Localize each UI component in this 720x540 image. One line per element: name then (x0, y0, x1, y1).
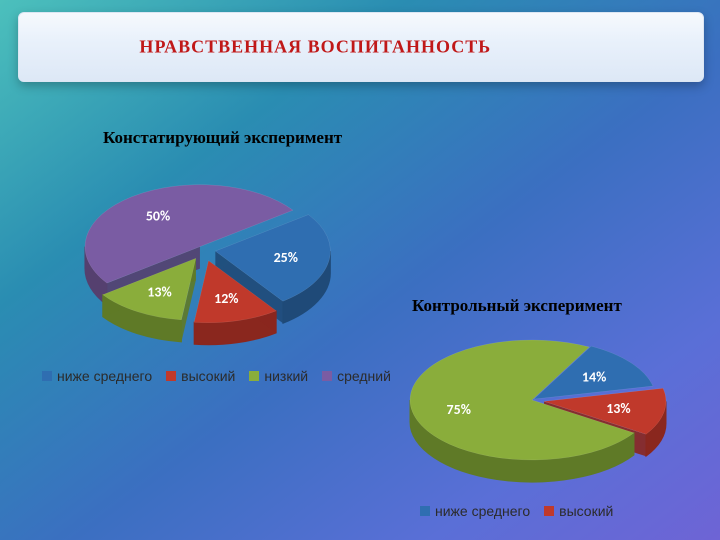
legend-label: ниже среднего (57, 368, 152, 384)
header-panel: НРАВСТВЕННАЯ ВОСПИТАННОСТЬ (18, 12, 704, 82)
slice-label: 75% (447, 401, 471, 418)
legend-swatch (249, 371, 259, 381)
chart1-title: Констатирующий эксперимент (103, 128, 342, 148)
slice-label: 13% (606, 400, 630, 417)
slice-label: 50% (146, 208, 170, 225)
legend-item: высокий (166, 368, 235, 384)
legend-swatch (420, 506, 430, 516)
legend-item: средний (322, 368, 391, 384)
legend-label: ниже среднего (435, 503, 530, 519)
slice-label: 25% (274, 249, 298, 266)
slice-label: 13% (147, 283, 171, 300)
legend-item: ниже среднего (42, 368, 152, 384)
legend-swatch (166, 371, 176, 381)
legend-label: высокий (181, 368, 235, 384)
legend-label: высокий (559, 503, 613, 519)
chart2-legend: ниже среднего высокий (420, 503, 613, 519)
legend-label: средний (337, 368, 391, 384)
legend-item: высокий (544, 503, 613, 519)
legend-item: низкий (249, 368, 308, 384)
legend-swatch (544, 506, 554, 516)
chart2-title: Контрольный эксперимент (412, 296, 622, 316)
slide-stage: НРАВСТВЕННАЯ ВОСПИТАННОСТЬ Констатирующи… (0, 0, 720, 540)
legend-swatch (42, 371, 52, 381)
legend-item: ниже среднего (420, 503, 530, 519)
page-title: НРАВСТВЕННАЯ ВОСПИТАННОСТЬ (139, 37, 491, 58)
legend-label: низкий (264, 368, 308, 384)
slice-label: 12% (214, 290, 238, 307)
chart1-pie: 25% 12% 13% 50% (54, 155, 354, 365)
legend-swatch (322, 371, 332, 381)
chart2-pie: 14%13% 75% (382, 320, 682, 500)
chart1-legend: ниже среднего высокий низкий средний (42, 368, 391, 384)
slice-label: 14% (582, 369, 606, 386)
